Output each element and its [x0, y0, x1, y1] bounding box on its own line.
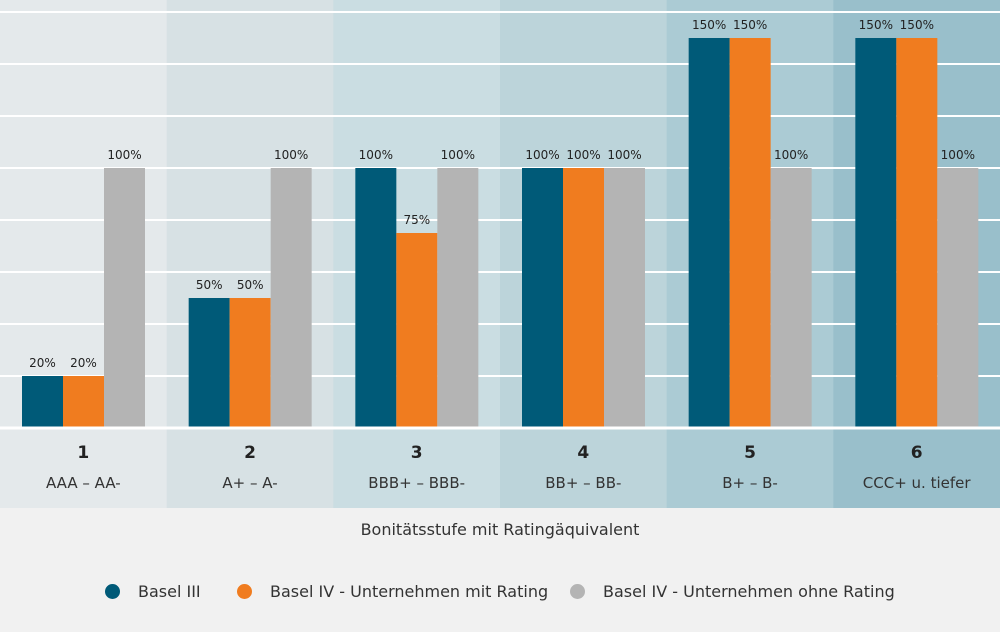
bar — [770, 168, 812, 428]
legend-item-basel-iv-mit-rating: Basel IV - Unternehmen mit Rating — [237, 578, 548, 604]
bar — [229, 298, 271, 428]
x-axis-title: Bonitätsstufe mit Ratingäquivalent — [360, 520, 640, 539]
bar — [188, 298, 230, 428]
bar — [563, 168, 604, 428]
bar — [604, 168, 645, 428]
category-label: 5 — [744, 443, 756, 463]
legend-label: Basel IV - Unternehmen mit Rating — [270, 581, 549, 601]
data-label: 100% — [941, 148, 975, 162]
chart-area: 20% 20% 100% 50% 50% 100% 100% 75% 100% 100% 100% 1… — [0, 0, 1000, 508]
legend-swatch — [105, 583, 120, 599]
category-label: 3 — [411, 443, 423, 463]
data-label: 150% — [692, 18, 726, 32]
legend-item-basel-iv-ohne-rating: Basel IV - Unternehmen ohne Rating — [570, 578, 895, 604]
category-sublabel: CCC+ u. tiefer — [863, 474, 972, 492]
legend-label: Basel III — [138, 581, 201, 601]
bar — [896, 38, 938, 428]
data-label: 100% — [274, 148, 308, 162]
data-label: 20% — [70, 356, 97, 370]
category-label: 4 — [577, 443, 589, 463]
legend: Basel III Basel IV - Unternehmen mit Rat… — [0, 578, 1000, 604]
data-label: 150% — [859, 18, 893, 32]
category-label: 1 — [77, 443, 89, 463]
category-label: 6 — [911, 443, 923, 463]
data-label: 20% — [29, 356, 56, 370]
legend-swatch — [570, 583, 585, 599]
bar — [270, 168, 312, 428]
data-label: 150% — [900, 18, 934, 32]
bar — [688, 38, 730, 428]
bar — [63, 376, 104, 428]
category-sublabel: B+ – B- — [722, 474, 778, 492]
bar-chart: 20% 20% 100% 50% 50% 100% 100% 75% 100% 100% 100% 1… — [0, 0, 1000, 508]
bar — [522, 168, 563, 428]
legend-label: Basel IV - Unternehmen ohne Rating — [603, 581, 895, 601]
bar — [355, 168, 397, 428]
data-label: 100% — [359, 148, 393, 162]
data-label: 100% — [107, 148, 141, 162]
bar — [104, 168, 145, 428]
data-label: 50% — [237, 278, 264, 292]
data-label: 100% — [607, 148, 641, 162]
category-sublabel: BB+ – BB- — [545, 474, 621, 492]
bar — [437, 168, 479, 428]
category-sublabel: BBB+ – BBB- — [368, 474, 465, 492]
data-label: 75% — [403, 213, 430, 227]
category-sublabel: AAA – AA- — [46, 474, 121, 492]
legend-item-basel-iii: Basel III — [105, 578, 201, 604]
data-label: 150% — [733, 18, 767, 32]
bar — [937, 168, 979, 428]
bar — [729, 38, 771, 428]
data-label: 100% — [441, 148, 475, 162]
bar — [855, 38, 897, 428]
legend-swatch — [237, 583, 252, 599]
data-label: 50% — [196, 278, 223, 292]
category-sublabel: A+ – A- — [222, 474, 277, 492]
data-label: 100% — [566, 148, 600, 162]
bar — [396, 233, 438, 428]
data-label: 100% — [774, 148, 808, 162]
data-label: 100% — [525, 148, 559, 162]
category-label: 2 — [244, 443, 256, 463]
bar — [22, 376, 63, 428]
